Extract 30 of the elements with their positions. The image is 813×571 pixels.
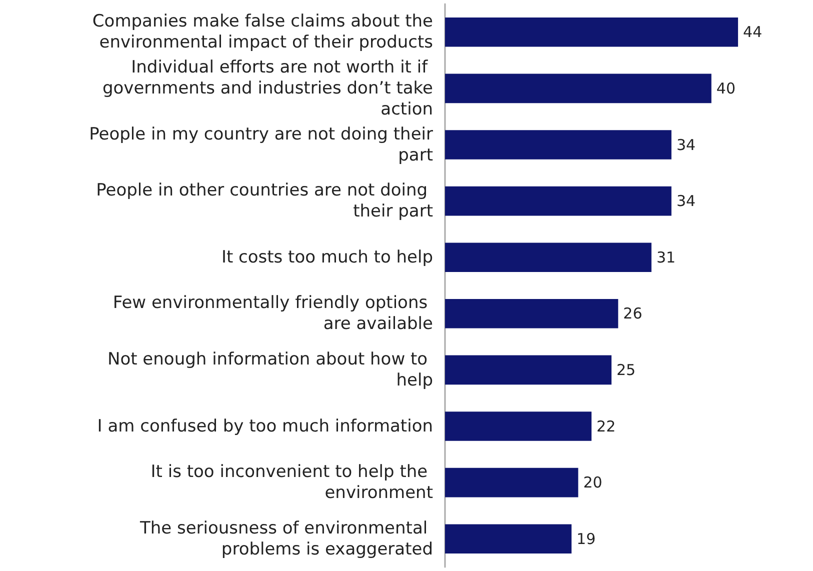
data-label: 31 [656,248,676,266]
y-tick-label: I am confused by too much information [97,416,433,436]
bar [445,299,618,328]
y-tick-label: It is too inconvenient to help the environment [150,462,434,504]
y-tick-label: People in other countries are not doing their part [96,180,434,222]
data-label: 34 [676,136,696,154]
bar [445,186,672,216]
bar [445,130,672,160]
y-tick-label: Not enough information about how to help [108,349,433,390]
bar [445,468,578,498]
bar [445,242,652,272]
data-label: 34 [676,192,696,210]
y-tick-label: The seriousness of environmental problems is exaggerated [138,518,433,560]
data-label: 20 [583,474,602,492]
bar [445,524,572,554]
bar [445,74,712,104]
y-tick-label: People in my country are not doing their part [89,124,434,166]
bar [445,355,612,385]
y-tick-label: Individual efforts are not worth it if governments and industries don’t take action [102,57,433,120]
data-label: 44 [743,23,762,42]
bar [445,18,738,47]
y-tick-label: Few environmentally friendly options are available [112,293,433,334]
data-label: 25 [616,360,636,379]
y-tick-label: It costs too much to help [221,247,433,268]
data-label: 26 [623,304,642,323]
data-label: 22 [596,417,616,436]
data-label: 19 [576,530,596,548]
bar [445,412,592,441]
y-tick-label: Companies make false claims about the environmental impact of their products [92,12,434,53]
data-label: 40 [716,79,736,98]
